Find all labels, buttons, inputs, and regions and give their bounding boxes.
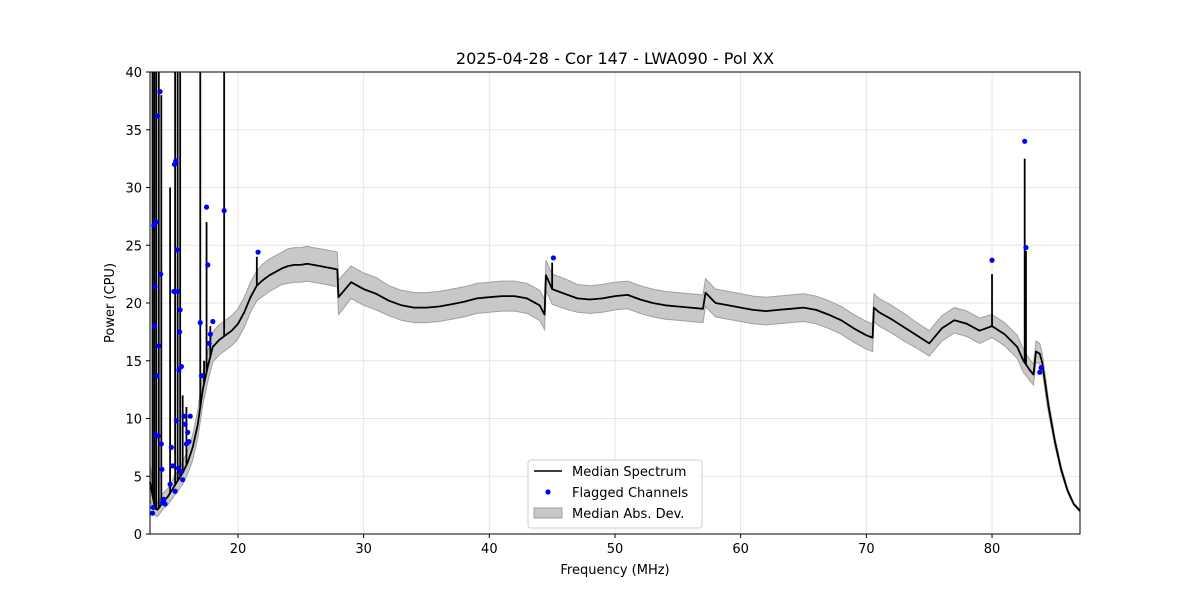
flagged-channel-point (159, 466, 165, 472)
flagged-channel-point (176, 329, 183, 335)
flagged-channel-point (178, 363, 185, 370)
y-axis-label: Power (CPU) (103, 263, 118, 343)
flagged-channel-point (153, 219, 159, 225)
legend-mad-swatch (533, 507, 563, 519)
flagged-channel-point (1022, 138, 1028, 144)
x-tick-label: 80 (984, 542, 1001, 557)
x-tick-label: 30 (355, 542, 372, 557)
flagged-channel-point (174, 247, 180, 253)
y-tick-label: 5 (134, 470, 142, 485)
flagged-channel-point (206, 340, 212, 347)
flagged-channel-point (205, 262, 211, 268)
flagged-channel-point (156, 343, 162, 349)
flagged-channel-point (221, 208, 227, 214)
median-spectrum-line (149, 262, 1081, 512)
x-tick-label: 60 (732, 542, 749, 557)
flagged-channel-point (173, 418, 179, 424)
flagged-channel-point (181, 413, 187, 419)
flagged-channel-point (158, 441, 164, 447)
flagged-channel-point (198, 373, 205, 379)
flagged-channel-point (203, 204, 210, 210)
legend-box (527, 459, 703, 529)
legend: Median Spectrum Flagged Channels Median … (527, 459, 703, 529)
flagged-channel-point (175, 288, 181, 295)
flagged-channel-point (1023, 244, 1029, 251)
y-axis-ticks: 0 5 10 15 20 25 30 35 40 (125, 66, 150, 543)
flagged-channel-point (207, 331, 213, 337)
flagged-channel-point (172, 488, 178, 494)
flagged-channel-point (1038, 365, 1044, 371)
chart-title: 2025-04-28 - Cor 147 - LWA090 - Pol XX (456, 49, 774, 68)
flagged-channel-point (210, 318, 216, 325)
x-tick-label: 70 (858, 542, 875, 557)
flagged-channel-point (185, 429, 191, 435)
legend-median-label: Median Spectrum (572, 465, 686, 480)
flagged-channel-point (989, 257, 995, 263)
flagged-channel-point (180, 477, 186, 483)
flagged-channel-point (167, 481, 173, 487)
legend-flagged-swatch (545, 489, 551, 495)
y-tick-label: 0 (134, 528, 142, 543)
flagged-channel-point (168, 444, 174, 450)
flagged-channel-point (162, 501, 168, 507)
flagged-channel-point (197, 320, 203, 326)
flagged-channels (149, 89, 1044, 516)
flagged-channel-point (550, 255, 557, 261)
flagged-channel-point (171, 288, 177, 295)
x-tick-label: 50 (607, 542, 624, 557)
flagged-channel-point (186, 439, 192, 445)
flagged-channel-point (1037, 369, 1043, 375)
flagged-channel-point (155, 433, 161, 439)
y-tick-label: 30 (125, 182, 142, 197)
flagged-channel-point (182, 421, 188, 427)
x-axis-label: Frequency (MHz) (560, 563, 669, 578)
flagged-channel-point (149, 510, 156, 516)
flagged-channel-point (255, 249, 261, 255)
legend-mad-label: Median Abs. Dev. (572, 507, 684, 522)
flagged-channel-point (151, 323, 157, 329)
x-tick-label: 20 (230, 542, 247, 557)
legend-flagged-label: Flagged Channels (572, 486, 688, 501)
flagged-channel-point (177, 307, 183, 313)
flagged-channel-point (152, 284, 158, 290)
y-tick-label: 35 (125, 124, 142, 139)
flagged-channel-point (157, 89, 163, 95)
flagged-channel-point (170, 463, 176, 469)
flagged-channel-point (154, 373, 160, 379)
median-spectrum (149, 262, 1081, 512)
flagged-channel-point (187, 413, 193, 419)
y-tick-label: 20 (125, 297, 142, 312)
flagged-channel-point (158, 271, 164, 277)
y-tick-label: 40 (125, 66, 142, 81)
flagged-channel-point (161, 496, 167, 502)
flagged-channel-point (173, 158, 179, 164)
flagged-channel-point (150, 504, 156, 511)
x-tick-label: 40 (481, 542, 498, 557)
flagged-channel-point (178, 469, 184, 475)
x-axis-ticks: 20 30 40 50 60 70 80 (230, 534, 1001, 557)
y-tick-label: 15 (125, 355, 142, 370)
flagged-channel-point (154, 113, 161, 119)
y-tick-label: 10 (125, 413, 142, 428)
y-tick-label: 25 (125, 239, 142, 254)
